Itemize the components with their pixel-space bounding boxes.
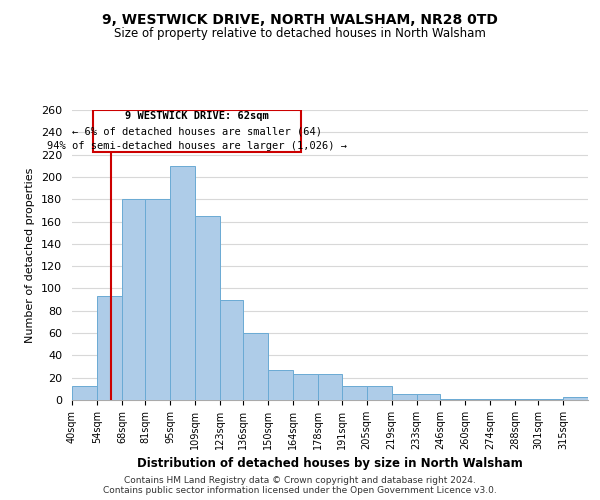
Text: 9 WESTWICK DRIVE: 62sqm: 9 WESTWICK DRIVE: 62sqm xyxy=(125,112,269,122)
Bar xyxy=(341,386,367,400)
Bar xyxy=(145,199,170,400)
Text: Contains HM Land Registry data © Crown copyright and database right 2024.: Contains HM Land Registry data © Crown c… xyxy=(124,476,476,485)
Bar xyxy=(293,374,319,400)
Bar xyxy=(465,399,490,400)
Bar xyxy=(490,399,515,400)
Text: ← 6% of detached houses are smaller (64): ← 6% of detached houses are smaller (64) xyxy=(72,126,322,136)
Bar xyxy=(538,399,563,400)
Bar xyxy=(416,394,440,400)
Text: Size of property relative to detached houses in North Walsham: Size of property relative to detached ho… xyxy=(114,28,486,40)
Bar xyxy=(319,374,341,400)
Y-axis label: Number of detached properties: Number of detached properties xyxy=(25,168,35,342)
Bar xyxy=(515,399,538,400)
Bar xyxy=(367,386,392,400)
Bar xyxy=(170,166,195,400)
Bar xyxy=(440,399,465,400)
Bar xyxy=(72,386,97,400)
Bar xyxy=(97,296,122,400)
Text: 94% of semi-detached houses are larger (1,026) →: 94% of semi-detached houses are larger (… xyxy=(47,141,347,151)
Bar xyxy=(268,370,293,400)
X-axis label: Distribution of detached houses by size in North Walsham: Distribution of detached houses by size … xyxy=(137,458,523,470)
Bar xyxy=(195,216,220,400)
Text: 9, WESTWICK DRIVE, NORTH WALSHAM, NR28 0TD: 9, WESTWICK DRIVE, NORTH WALSHAM, NR28 0… xyxy=(102,12,498,26)
Bar xyxy=(563,396,588,400)
Text: Contains public sector information licensed under the Open Government Licence v3: Contains public sector information licen… xyxy=(103,486,497,495)
Bar xyxy=(220,300,244,400)
FancyBboxPatch shape xyxy=(94,110,301,152)
Bar xyxy=(244,333,268,400)
Bar xyxy=(392,394,416,400)
Bar xyxy=(122,199,145,400)
